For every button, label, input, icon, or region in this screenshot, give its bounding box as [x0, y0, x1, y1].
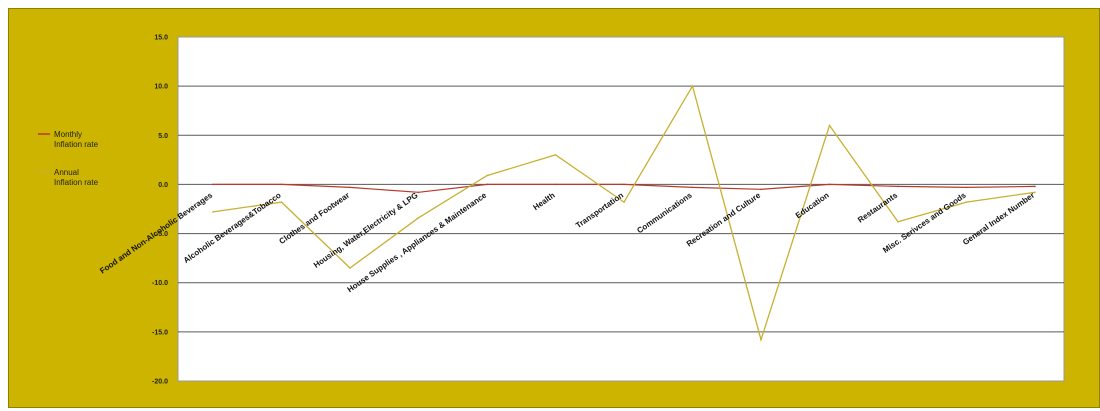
data-point [212, 183, 214, 186]
data-point [828, 124, 831, 127]
y-tick-label: 15.0 [154, 35, 168, 42]
data-point [691, 85, 694, 87]
plot-area [177, 36, 1065, 382]
legend: Monthly Inflation rate Annual Inflation rat… [38, 130, 99, 187]
data-point [486, 174, 488, 177]
data-point [623, 201, 625, 203]
data-point [554, 154, 557, 156]
data-point [623, 183, 625, 186]
data-point [1034, 185, 1036, 188]
data-point [1034, 191, 1036, 194]
y-tick-label: -15.0 [152, 329, 168, 336]
data-point [280, 183, 283, 186]
y-tick-label: -5.0 [156, 231, 168, 238]
data-point [965, 201, 968, 203]
legend-label: Monthly Inflation rate [54, 130, 99, 149]
data-point [212, 211, 214, 213]
y-tick-label: 0.0 [158, 182, 168, 189]
y-tick-label: -10.0 [152, 280, 168, 287]
data-point [417, 191, 420, 194]
grid-lines [178, 85, 1064, 333]
data-point [280, 201, 283, 203]
data-point [897, 185, 899, 188]
data-point [828, 183, 831, 186]
y-axis: 15.0 10.0 5.0 0.0 -5.0 -10.0 -15.0 -20.0 [152, 35, 168, 386]
data-point [760, 338, 762, 341]
data-point [349, 186, 351, 189]
data-point [897, 220, 899, 223]
data-point [486, 183, 488, 186]
data-point [691, 186, 694, 189]
data-point [554, 183, 557, 186]
data-point [965, 186, 968, 189]
data-point [760, 188, 762, 191]
data-point [417, 217, 420, 219]
y-tick-label: -20.0 [152, 379, 168, 386]
series-lines [212, 84, 1036, 342]
y-tick-label: 10.0 [154, 84, 168, 91]
y-tick-label: 5.0 [158, 133, 168, 140]
legend-label: Annual Inflation rate [54, 168, 99, 187]
data-point [349, 267, 351, 269]
